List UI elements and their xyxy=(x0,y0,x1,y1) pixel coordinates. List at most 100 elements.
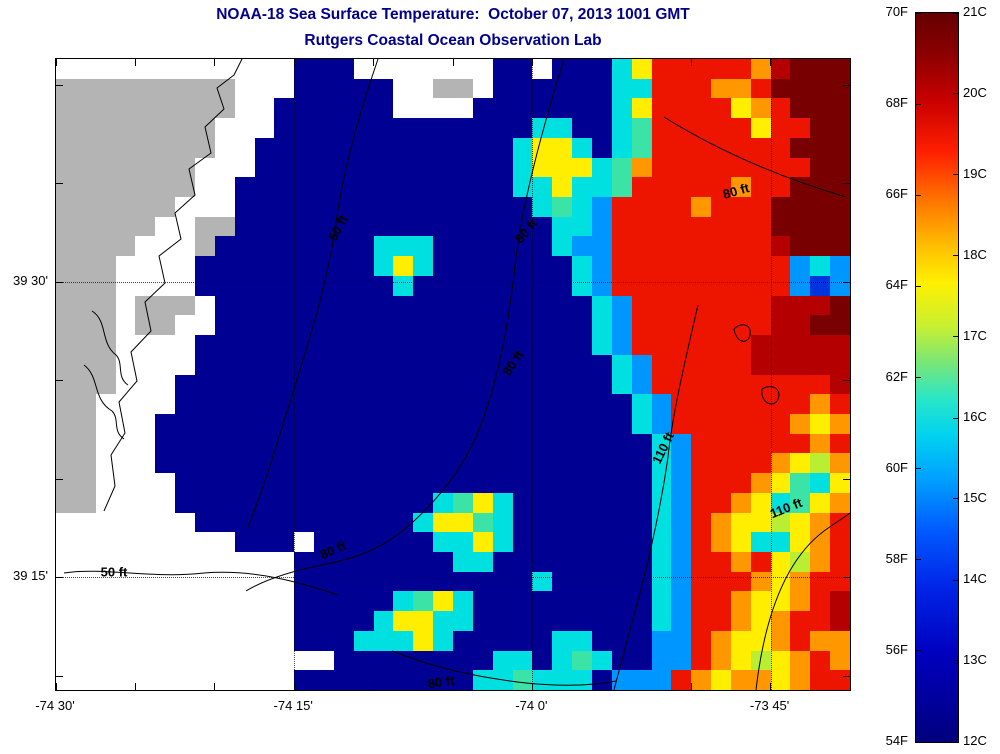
sst-cell xyxy=(353,137,374,158)
sst-cell xyxy=(631,591,652,612)
sst-cell xyxy=(552,236,573,257)
sst-cell xyxy=(413,59,434,79)
sst-cell xyxy=(532,236,553,257)
sst-cell xyxy=(56,315,76,336)
sst-cell xyxy=(194,98,215,119)
sst-cell xyxy=(651,216,672,237)
sst-cell xyxy=(194,295,215,316)
sst-cell xyxy=(274,295,295,316)
sst-cell xyxy=(413,315,434,336)
sst-cell xyxy=(294,571,315,592)
sst-cell xyxy=(353,335,374,355)
sst-cell xyxy=(274,374,295,395)
sst-cell xyxy=(234,532,255,552)
sst-cell xyxy=(472,275,493,296)
sst-cell xyxy=(393,512,414,533)
sst-cell xyxy=(611,571,632,592)
sst-cell xyxy=(333,177,354,198)
sst-cell xyxy=(373,374,394,395)
sst-cell xyxy=(453,492,473,513)
sst-cell xyxy=(750,118,771,138)
sst-cell xyxy=(413,216,434,237)
sst-cell xyxy=(175,335,195,355)
colorbar-label-f: 68F xyxy=(885,95,908,111)
sst-cell xyxy=(274,571,295,592)
sst-cell xyxy=(433,591,453,612)
sst-cell xyxy=(711,256,731,276)
sst-cell xyxy=(175,59,195,79)
sst-cell xyxy=(56,413,76,434)
sst-cell xyxy=(591,611,612,631)
sst-cell xyxy=(194,197,215,217)
sst-cell xyxy=(631,630,652,651)
sst-cell xyxy=(453,453,473,474)
sst-cell xyxy=(631,295,652,316)
sst-cell xyxy=(750,374,771,395)
sst-cell xyxy=(393,197,414,217)
sst-cell xyxy=(671,236,692,257)
sst-cell xyxy=(214,453,235,474)
sst-cell xyxy=(651,236,672,257)
sst-cell xyxy=(393,532,414,552)
sst-cell xyxy=(492,433,513,454)
sst-cell xyxy=(115,157,136,178)
sst-cell xyxy=(254,611,275,631)
sst-cell xyxy=(175,630,195,651)
sst-cell xyxy=(770,591,791,612)
sst-cell xyxy=(115,256,136,276)
sst-cell xyxy=(611,492,632,513)
sst-cell xyxy=(274,591,295,612)
sst-cell xyxy=(234,611,255,631)
sst-cell xyxy=(472,571,493,592)
sst-cell xyxy=(532,670,553,690)
sst-cell xyxy=(95,630,116,651)
sst-cell xyxy=(115,453,136,474)
sst-cell xyxy=(711,59,731,79)
sst-cell xyxy=(631,59,652,79)
sst-cell xyxy=(591,374,612,395)
sst-cell xyxy=(790,492,811,513)
sst-cell xyxy=(711,433,731,454)
sst-cell xyxy=(472,315,493,336)
sst-cell xyxy=(512,275,533,296)
sst-cell xyxy=(95,453,116,474)
sst-cell xyxy=(691,551,712,572)
sst-cell xyxy=(750,512,771,533)
sst-cell xyxy=(572,78,592,99)
sst-cell xyxy=(830,650,850,671)
sst-cell xyxy=(175,532,195,552)
sst-cell xyxy=(472,78,493,99)
sst-cell xyxy=(572,216,592,237)
sst-cell xyxy=(234,413,255,434)
sst-cell xyxy=(155,433,176,454)
sst-cell xyxy=(750,335,771,355)
sst-cell xyxy=(671,551,692,572)
sst-cell xyxy=(433,98,453,119)
sst-cell xyxy=(155,492,176,513)
sst-cell xyxy=(492,413,513,434)
sst-cell xyxy=(453,157,473,178)
sst-cell xyxy=(75,98,96,119)
sst-cell xyxy=(750,197,771,217)
sst-cell xyxy=(492,551,513,572)
sst-cell xyxy=(631,177,652,198)
sst-cell xyxy=(611,611,632,631)
sst-cell xyxy=(413,177,434,198)
sst-cell xyxy=(671,59,692,79)
sst-cell xyxy=(333,236,354,257)
sst-cell xyxy=(135,512,156,533)
sst-cell xyxy=(75,532,96,552)
sst-cell xyxy=(95,433,116,454)
sst-cell xyxy=(512,315,533,336)
sst-cell xyxy=(254,118,275,138)
sst-cell xyxy=(512,78,533,99)
sst-cell xyxy=(333,59,354,79)
sst-cell xyxy=(333,650,354,671)
sst-cell xyxy=(433,611,453,631)
sst-cell xyxy=(532,374,553,395)
sst-cell xyxy=(532,354,553,375)
sst-cell xyxy=(75,118,96,138)
sst-cell xyxy=(711,551,731,572)
sst-cell xyxy=(472,59,493,79)
sst-cell xyxy=(314,413,334,434)
